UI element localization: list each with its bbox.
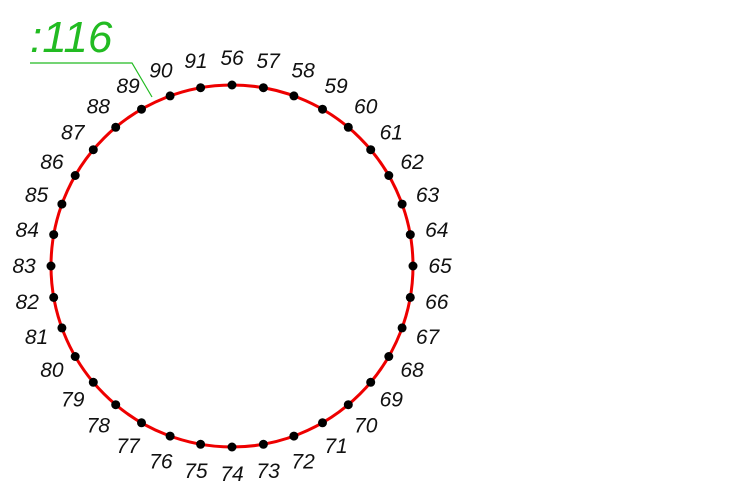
ring-point-69 <box>366 377 376 387</box>
ring-label-76: 76 <box>149 451 173 474</box>
ring-label-71: 71 <box>324 435 347 458</box>
ring-point-79 <box>88 377 98 387</box>
ring-point-71 <box>318 418 327 428</box>
ring-label-67: 67 <box>416 326 441 349</box>
ring-point-75 <box>196 439 206 449</box>
ring-point-64 <box>405 230 415 240</box>
ring-label-66: 66 <box>425 291 449 314</box>
ring-label-63: 63 <box>416 184 440 207</box>
ring-point-77 <box>137 418 146 428</box>
callout: :116 <box>30 13 153 98</box>
ring-label-84: 84 <box>16 219 39 242</box>
ring-label-77: 77 <box>116 435 141 458</box>
ring-label-80: 80 <box>40 359 64 382</box>
ring-point-59 <box>318 104 327 114</box>
callout-leader-line <box>30 62 153 98</box>
ring-points <box>46 80 418 452</box>
ring-label-68: 68 <box>400 359 424 382</box>
ring-point-67 <box>397 323 407 333</box>
ring-label-89: 89 <box>116 75 140 98</box>
ring-label-75: 75 <box>184 460 208 483</box>
ring-point-87 <box>88 145 98 155</box>
ring-label-72: 72 <box>291 451 315 474</box>
ring-point-74 <box>227 442 237 452</box>
ring-label-87: 87 <box>61 121 86 144</box>
ring-label-86: 86 <box>40 151 64 174</box>
ring-point-80 <box>70 352 80 361</box>
ring-label-88: 88 <box>87 96 111 119</box>
ring-label-73: 73 <box>256 460 280 483</box>
ring-label-79: 79 <box>61 389 85 412</box>
ring-point-65 <box>408 261 418 271</box>
ring-label-61: 61 <box>380 121 403 144</box>
ring-label-83: 83 <box>12 255 36 278</box>
ring-point-63 <box>397 199 407 209</box>
ring-label-70: 70 <box>354 414 378 437</box>
ring-point-72 <box>289 431 299 441</box>
ring-label-65: 65 <box>428 255 452 278</box>
ring-label-69: 69 <box>380 389 404 412</box>
ring-point-81 <box>57 323 67 333</box>
ring-label-56: 56 <box>220 47 244 70</box>
ring-point-73 <box>258 439 268 449</box>
ring-point-82 <box>49 292 59 302</box>
ring-point-76 <box>165 431 175 441</box>
ring-label-82: 82 <box>16 291 40 314</box>
ring-label-57: 57 <box>256 50 281 73</box>
ring-point-89 <box>137 104 146 114</box>
ring-point-58 <box>289 91 299 101</box>
ring-label-59: 59 <box>324 75 348 98</box>
ring-point-61 <box>366 145 376 155</box>
ring-label-64: 64 <box>425 219 448 242</box>
ring-point-91 <box>196 83 206 93</box>
ring-label-58: 58 <box>291 60 315 83</box>
ring-label-91: 91 <box>184 50 207 73</box>
ring-point-66 <box>405 292 415 302</box>
ring-circle <box>49 83 415 449</box>
ring-point-83 <box>46 261 56 271</box>
ring-label-85: 85 <box>25 184 49 207</box>
callout-label: :116 <box>30 13 113 62</box>
ring-point-86 <box>70 171 80 180</box>
ring-point-70 <box>343 400 353 410</box>
ring-point-90 <box>165 91 175 101</box>
ring-label-62: 62 <box>400 151 424 174</box>
ring-label-60: 60 <box>354 96 378 119</box>
ring-point-78 <box>111 400 121 410</box>
ring-point-60 <box>343 122 353 132</box>
ring-label-78: 78 <box>87 414 111 437</box>
ring-point-84 <box>49 230 59 240</box>
ring-point-85 <box>57 199 67 209</box>
ring-label-81: 81 <box>25 326 48 349</box>
ring-label-74: 74 <box>220 463 243 486</box>
ring-point-62 <box>384 171 394 180</box>
ring-label-90: 90 <box>149 60 173 83</box>
ring-point-88 <box>111 122 121 132</box>
ring-point-68 <box>384 352 394 361</box>
ring-point-56 <box>227 80 237 90</box>
ring-point-57 <box>258 83 268 93</box>
